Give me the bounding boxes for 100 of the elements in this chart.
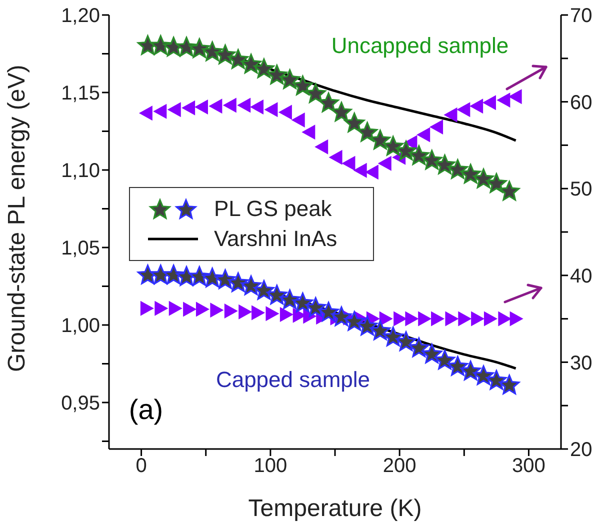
point xyxy=(167,102,181,118)
point xyxy=(266,64,288,84)
point xyxy=(252,305,266,320)
point xyxy=(176,36,197,56)
point xyxy=(430,119,444,134)
point xyxy=(280,306,294,322)
point xyxy=(394,311,408,326)
y-tick-label: 0,95 xyxy=(61,392,100,415)
y2-tick-label: 60 xyxy=(570,92,592,114)
point xyxy=(264,102,278,118)
point xyxy=(318,302,339,322)
point xyxy=(370,320,391,340)
point xyxy=(183,302,197,317)
point xyxy=(447,159,468,179)
legend-label: Varshni InAs xyxy=(214,226,338,252)
point xyxy=(250,100,264,115)
point xyxy=(416,127,430,142)
point xyxy=(447,356,468,376)
point xyxy=(140,300,154,316)
point xyxy=(422,344,442,364)
y2-tick-label: 30 xyxy=(570,352,592,374)
point xyxy=(364,164,378,180)
point xyxy=(237,98,251,113)
point xyxy=(434,350,456,370)
point xyxy=(214,44,236,64)
point xyxy=(305,297,326,317)
point xyxy=(499,180,520,201)
x-tick-label: 100 xyxy=(254,455,288,478)
point xyxy=(266,306,280,322)
point xyxy=(291,112,305,128)
point xyxy=(328,150,342,165)
point xyxy=(302,124,316,140)
point xyxy=(163,264,184,284)
point xyxy=(370,130,391,150)
point xyxy=(356,122,378,142)
point xyxy=(240,54,262,74)
point xyxy=(382,326,404,346)
point xyxy=(378,156,392,171)
point xyxy=(458,311,472,326)
point xyxy=(194,100,208,115)
point xyxy=(473,365,494,386)
point xyxy=(353,162,367,178)
point xyxy=(292,76,314,96)
point xyxy=(210,302,224,318)
point xyxy=(444,107,458,122)
point xyxy=(382,136,404,156)
annotation: Capped sample xyxy=(216,367,370,393)
point xyxy=(238,304,252,320)
point xyxy=(456,102,470,118)
point xyxy=(470,98,484,114)
y-tick-label: 1,05 xyxy=(61,238,100,260)
point xyxy=(499,374,520,394)
point xyxy=(189,38,210,58)
point xyxy=(342,156,356,171)
point xyxy=(214,269,236,289)
point xyxy=(278,104,292,120)
y-tick-label: 1,15 xyxy=(61,82,100,105)
point xyxy=(153,104,167,119)
point xyxy=(331,306,352,326)
point xyxy=(510,311,524,326)
point xyxy=(486,370,507,390)
point xyxy=(228,49,248,69)
point xyxy=(486,173,507,193)
point xyxy=(154,300,168,316)
point xyxy=(240,275,262,296)
x-tick-label: 300 xyxy=(512,455,546,478)
legend-label: PL GS peak xyxy=(214,196,332,222)
y-axis-title: Ground-state PL energy (eV) xyxy=(4,64,31,372)
point xyxy=(138,106,152,121)
point xyxy=(396,331,416,351)
point xyxy=(460,360,481,380)
point xyxy=(292,292,314,312)
y2-tick-label: 70 xyxy=(570,5,592,28)
point xyxy=(498,311,512,326)
y2-tick-label: 20 xyxy=(570,439,592,462)
point xyxy=(266,284,288,304)
point xyxy=(224,303,238,318)
y-tick-label: 1,10 xyxy=(61,160,100,182)
point xyxy=(484,311,498,326)
point xyxy=(434,154,456,174)
point xyxy=(208,98,222,114)
point xyxy=(471,311,485,326)
x-tick-label: 0 xyxy=(136,455,147,478)
point xyxy=(431,311,445,326)
point xyxy=(405,311,419,326)
point xyxy=(314,139,328,154)
y-tick-label: 1,00 xyxy=(61,315,100,338)
point xyxy=(460,164,481,184)
y2-tick-label: 40 xyxy=(570,266,592,288)
y2-tick-label: 50 xyxy=(570,178,592,201)
point xyxy=(408,337,430,358)
point xyxy=(182,100,196,116)
point xyxy=(228,272,248,292)
point xyxy=(305,83,326,103)
point xyxy=(408,145,430,165)
point xyxy=(196,302,210,317)
point xyxy=(422,150,442,170)
point xyxy=(168,300,182,316)
x-tick-label: 200 xyxy=(382,455,416,478)
point xyxy=(279,69,300,89)
